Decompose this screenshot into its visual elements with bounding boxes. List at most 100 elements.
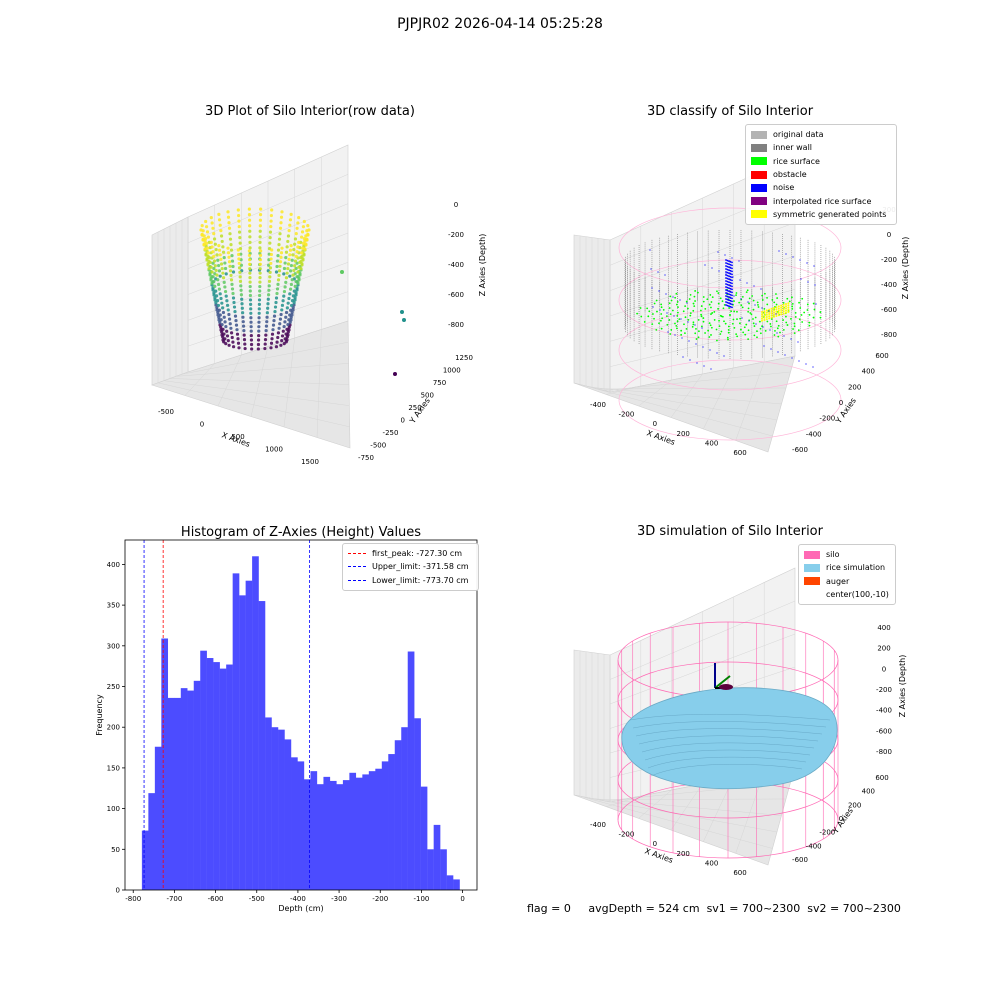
data-point (219, 229, 223, 233)
data-point (209, 240, 213, 244)
data-point (268, 266, 273, 270)
symmetric-point (785, 303, 787, 305)
data-point (269, 346, 273, 350)
data-point (212, 279, 216, 284)
data-point (276, 253, 280, 258)
data-point (256, 347, 260, 351)
rice-surface-point (782, 319, 785, 321)
noise-point (731, 297, 733, 300)
data-point (230, 282, 234, 287)
data-point (287, 318, 291, 322)
data-point (269, 261, 273, 266)
z-tick-label: -200 (881, 256, 897, 264)
noise-point (733, 295, 735, 297)
noise-point (672, 296, 674, 298)
noise-point (731, 267, 733, 270)
rice-surface-point (682, 310, 685, 313)
data-point (248, 271, 252, 275)
data-point (294, 232, 298, 236)
data-point (248, 280, 252, 284)
rice-surface-point (710, 313, 712, 316)
data-point (294, 254, 298, 258)
z-tick-label: -800 (876, 748, 892, 756)
data-point (240, 297, 244, 301)
data-point (226, 339, 230, 343)
simulation-legend: silo rice simulation auger center(100,-10) (798, 544, 896, 606)
data-point (202, 242, 206, 246)
rice-surface-point (651, 323, 654, 326)
classify-axes-box (573, 155, 796, 453)
data-point (249, 307, 253, 311)
data-point (298, 260, 302, 265)
rice-surface-point (717, 307, 719, 310)
legend-entry: silo (804, 548, 890, 561)
data-point (274, 345, 279, 349)
x-tick-label: 1000 (265, 446, 283, 454)
symmetric-point (761, 313, 763, 316)
rice-simulation-surface (621, 687, 838, 790)
rice-surface-point (684, 305, 687, 308)
noise-point (711, 267, 713, 269)
x-tick-label: -400 (290, 895, 306, 903)
noise-point (725, 289, 727, 291)
histogram-bar (141, 830, 149, 890)
data-point (228, 264, 232, 268)
data-point (258, 253, 263, 257)
rice-surface-point (676, 311, 679, 314)
data-point (247, 253, 252, 257)
data-point (288, 218, 293, 222)
data-point (243, 342, 247, 346)
data-point (306, 224, 310, 228)
legend-swatch (348, 579, 366, 581)
data-point (283, 320, 287, 324)
rice-surface-point (803, 311, 806, 314)
legend-entry: inner wall (751, 141, 891, 154)
data-point (223, 337, 227, 341)
y-tick-label: 0 (839, 815, 843, 823)
noise-point (726, 304, 729, 307)
rice-surface-point (739, 317, 742, 320)
rice-surface-point (747, 338, 750, 341)
data-point (265, 311, 269, 315)
rice-surface-point (775, 320, 778, 323)
data-point (237, 219, 241, 223)
data-point (216, 263, 221, 268)
rice-surface-point (695, 327, 697, 330)
rice-surface-point (738, 322, 741, 325)
rice-surface-point (752, 318, 754, 320)
rice-surface-point (752, 308, 755, 311)
x-tick-label: 400 (705, 859, 718, 867)
data-point (200, 232, 204, 236)
y-tick-label: 300 (107, 642, 120, 650)
rice-surface-point (733, 310, 736, 313)
data-point (212, 254, 216, 258)
data-point (269, 257, 273, 261)
rice-surface-point (689, 312, 692, 315)
rice-surface-point (742, 331, 745, 334)
noise-point (778, 250, 780, 252)
histogram-bar (388, 754, 395, 890)
rice-surface-point (671, 309, 674, 312)
data-point (306, 232, 310, 236)
x-tick-label: -500 (249, 895, 265, 903)
noise-point (731, 303, 733, 306)
data-point (291, 294, 295, 298)
histogram-bar (252, 556, 259, 890)
symmetric-point (787, 304, 790, 307)
rice-surface-point (798, 318, 801, 321)
y-tick-label: 400 (862, 788, 875, 796)
data-point (250, 347, 254, 351)
status-line: flag = 0 avgDepth = 524 cm sv1 = 700~230… (520, 889, 901, 915)
data-point (227, 260, 232, 264)
rice-surface-point (652, 313, 654, 315)
rice-surface-point (708, 303, 711, 306)
data-point (222, 280, 226, 284)
raw-point-cloud (199, 207, 406, 376)
x-tick-label: -200 (618, 411, 634, 419)
data-point (280, 308, 284, 312)
data-point (280, 210, 284, 214)
histogram-bar (167, 697, 175, 890)
data-point (216, 258, 220, 262)
noise-point (739, 279, 741, 281)
noise-point (760, 288, 762, 290)
